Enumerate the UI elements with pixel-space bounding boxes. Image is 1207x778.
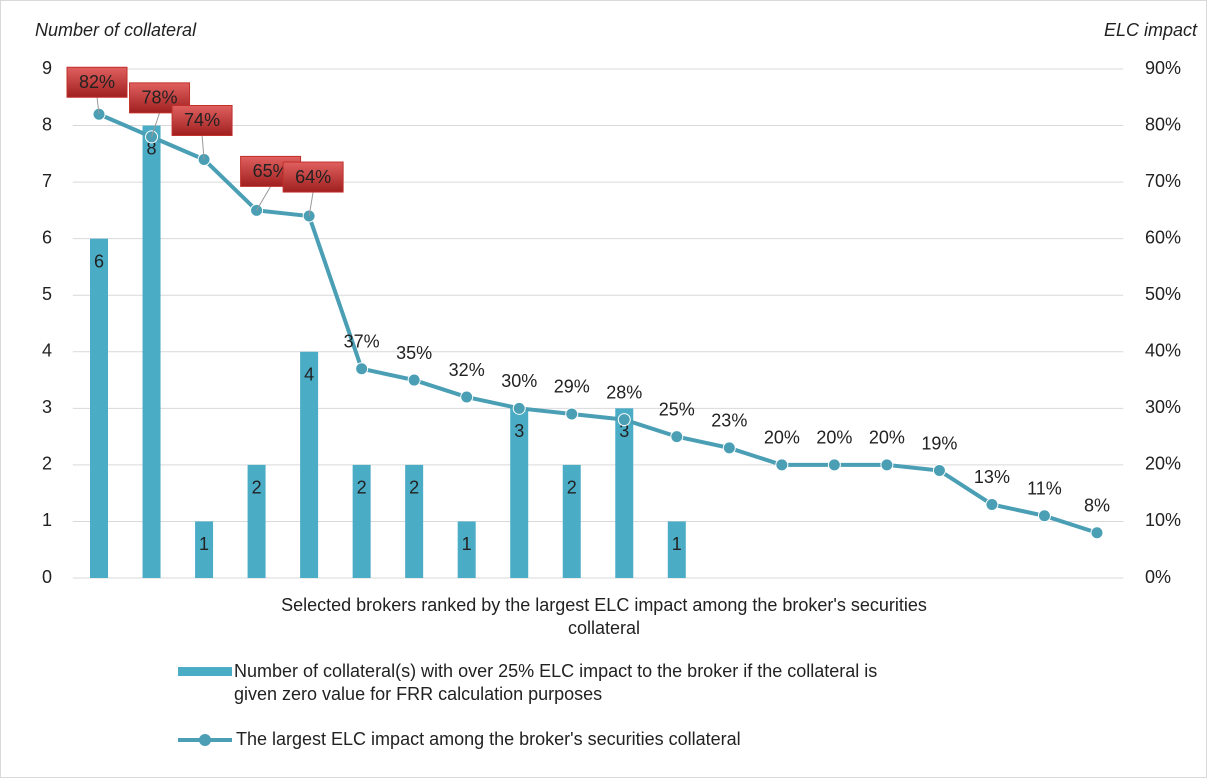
bar-label: 4 [304, 365, 314, 385]
y2-tick-label: 30% [1145, 397, 1181, 417]
bar [457, 521, 476, 578]
y2-tick-label: 60% [1145, 227, 1181, 247]
bar [615, 408, 634, 578]
callout-box [171, 104, 233, 136]
bar [510, 408, 529, 578]
line-label: 78% [142, 88, 178, 108]
line-marker [565, 407, 579, 421]
bar [352, 464, 371, 578]
callout-leader [151, 112, 161, 138]
line-label: 35% [396, 343, 432, 363]
legend-swatch [199, 734, 211, 746]
bar-label: 6 [94, 251, 104, 271]
line-label: 20% [816, 428, 852, 448]
bar [247, 464, 266, 578]
line-label: 13% [974, 467, 1010, 487]
bar [142, 125, 161, 579]
line-marker [985, 497, 999, 511]
y2-tick-label: 70% [1145, 171, 1181, 191]
bar-label: 2 [252, 478, 262, 498]
line-marker [880, 458, 894, 472]
line-marker [670, 430, 684, 444]
callout-box [282, 161, 344, 193]
bar [405, 464, 424, 578]
legend-label: given zero value for FRR calculation pur… [234, 684, 602, 704]
line-label: 74% [184, 110, 220, 130]
line-marker [512, 401, 526, 415]
x-axis-title: Selected brokers ranked by the largest E… [281, 595, 927, 615]
line-marker [407, 373, 421, 387]
line-label: 64% [295, 167, 331, 187]
line-marker [355, 362, 369, 376]
y-tick-label: 0 [42, 567, 52, 587]
bar [195, 521, 214, 578]
y-tick-label: 8 [42, 114, 52, 134]
callout-leader [201, 135, 205, 160]
bar [667, 521, 686, 578]
y-tick-label: 9 [42, 58, 52, 78]
y-tick-label: 2 [42, 454, 52, 474]
bar [562, 464, 581, 578]
line-label: 29% [554, 377, 590, 397]
y2-tick-label: 80% [1145, 114, 1181, 134]
legend-label: Number of collateral(s) with over 25% EL… [234, 661, 877, 681]
line-marker [1090, 526, 1104, 540]
y2-tick-label: 20% [1145, 454, 1181, 474]
line-marker [722, 441, 736, 455]
line-marker [827, 458, 841, 472]
line-label: 20% [764, 428, 800, 448]
y-axis-title: Number of collateral [35, 20, 197, 40]
y-tick-label: 5 [42, 284, 52, 304]
line-label: 23% [711, 411, 747, 431]
y-tick-label: 6 [42, 227, 52, 247]
bar [90, 238, 109, 578]
callout-leader [96, 97, 100, 115]
line-label: 65% [253, 161, 289, 181]
line-label: 19% [921, 433, 957, 453]
callout-leader [256, 186, 272, 211]
y2-tick-label: 0% [1145, 567, 1171, 587]
line-label: 20% [869, 428, 905, 448]
line-marker [460, 390, 474, 404]
line-marker [932, 464, 946, 478]
x-axis-title: collateral [568, 618, 640, 638]
bar-label: 2 [567, 478, 577, 498]
line-label: 30% [501, 371, 537, 391]
legend-swatch [178, 667, 232, 676]
bar-label: 8 [147, 138, 157, 158]
line-label: 32% [449, 360, 485, 380]
line-label: 8% [1084, 496, 1110, 516]
y2-tick-label: 40% [1145, 341, 1181, 361]
bar-label: 3 [514, 421, 524, 441]
y-tick-label: 7 [42, 171, 52, 191]
bar-label: 1 [462, 534, 472, 554]
bar-label: 2 [409, 478, 419, 498]
bar-label: 1 [672, 534, 682, 554]
line-label: 82% [79, 72, 115, 92]
line [98, 112, 1098, 535]
bar-label: 2 [357, 478, 367, 498]
y2-axis-title: ELC impact [1104, 20, 1198, 40]
legend-label: The largest ELC impact among the broker'… [236, 729, 741, 749]
bar-label: 3 [619, 421, 629, 441]
bar-label: 1 [199, 534, 209, 554]
y2-tick-label: 90% [1145, 58, 1181, 78]
callout-leader [308, 191, 314, 217]
line-marker [617, 413, 631, 427]
y-tick-label: 4 [42, 341, 52, 361]
y2-tick-label: 50% [1145, 284, 1181, 304]
line-label: 37% [344, 331, 380, 351]
y-tick-label: 3 [42, 397, 52, 417]
line-label: 11% [1027, 479, 1062, 499]
callout-box [66, 66, 128, 98]
bar [300, 351, 319, 578]
line-marker [1037, 509, 1051, 523]
y-tick-label: 1 [42, 510, 52, 530]
line-marker [775, 458, 789, 472]
line-label: 25% [659, 399, 695, 419]
line-label: 28% [606, 382, 642, 402]
y2-tick-label: 10% [1145, 510, 1181, 530]
